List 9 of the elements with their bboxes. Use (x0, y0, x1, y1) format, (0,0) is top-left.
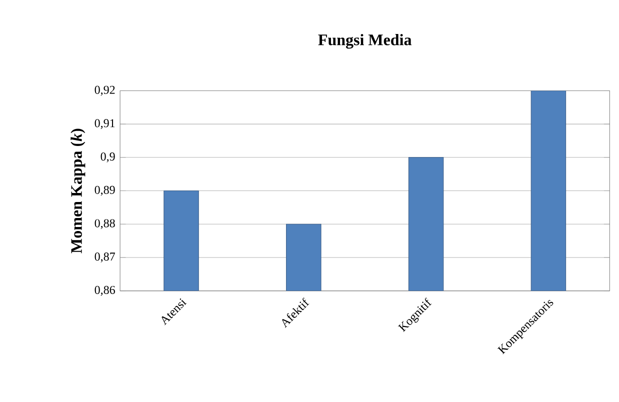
y-tick-label: 0,88 (94, 219, 115, 230)
y-tick-label: 0,92 (94, 86, 115, 96)
y-tick-label: 0,87 (94, 252, 115, 263)
chart-title: Fungsi Media (318, 34, 412, 49)
y-axis-title: Momen Kappa (k) (70, 129, 86, 254)
y-tick-label: 0,86 (94, 286, 115, 296)
y-tick-label: 0,91 (94, 119, 115, 130)
y-tick-label: 0,9 (100, 152, 115, 163)
y-tick-label: 0,89 (94, 186, 115, 196)
